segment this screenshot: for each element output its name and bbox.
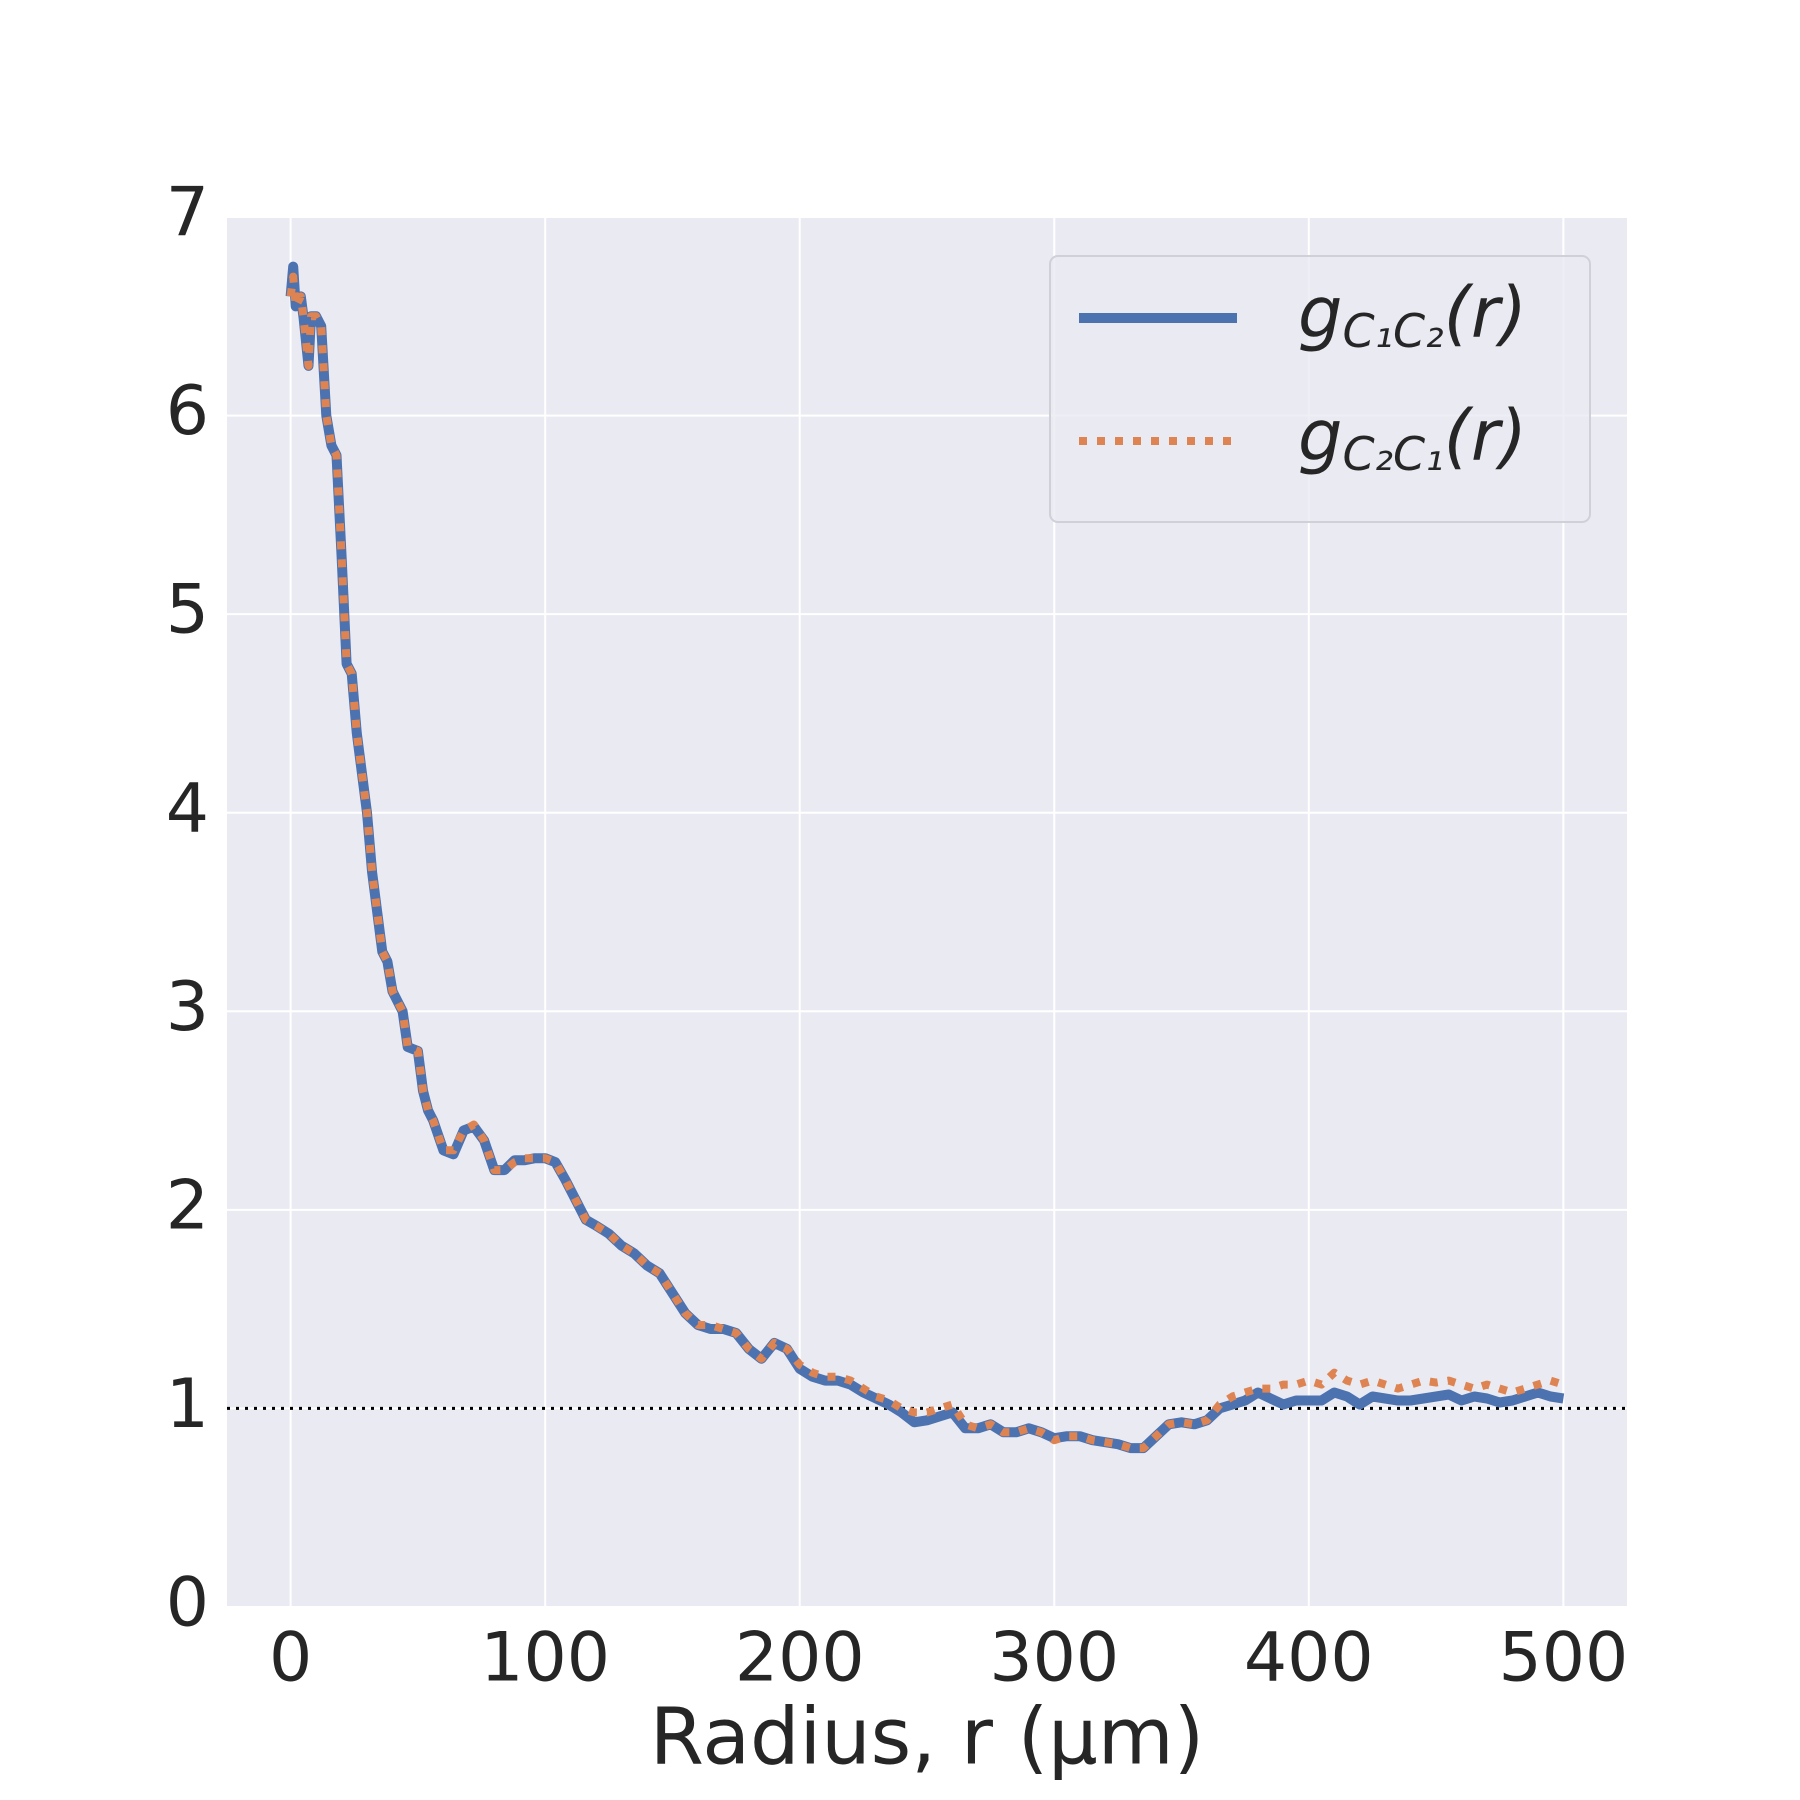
x-axis-label: Radius, r (μm) — [650, 1692, 1204, 1782]
y-tick-label: 1 — [166, 1365, 209, 1444]
y-tick-label: 3 — [166, 968, 209, 1047]
x-tick-label: 200 — [735, 1619, 865, 1698]
x-tick-label: 400 — [1244, 1619, 1374, 1698]
legend-label: gC₁C₂(r) — [1298, 272, 1527, 357]
x-tick-label: 500 — [1498, 1619, 1628, 1698]
x-tick-label: 300 — [989, 1619, 1119, 1698]
legend-label: gC₂C₁(r) — [1298, 395, 1527, 480]
x-tick-label: 0 — [269, 1619, 312, 1698]
y-tick-label: 4 — [166, 769, 209, 848]
y-tick-label: 6 — [166, 372, 209, 451]
y-tick-label: 5 — [166, 571, 209, 650]
legend: gC₁C₂(r) gC₂C₁(r) — [1049, 255, 1591, 523]
y-tick-label: 7 — [166, 174, 209, 253]
y-tick-label: 2 — [166, 1166, 209, 1245]
x-tick-label: 100 — [480, 1619, 610, 1698]
y-tick-label: 0 — [166, 1564, 209, 1643]
data-line — [286, 272, 1565, 1453]
